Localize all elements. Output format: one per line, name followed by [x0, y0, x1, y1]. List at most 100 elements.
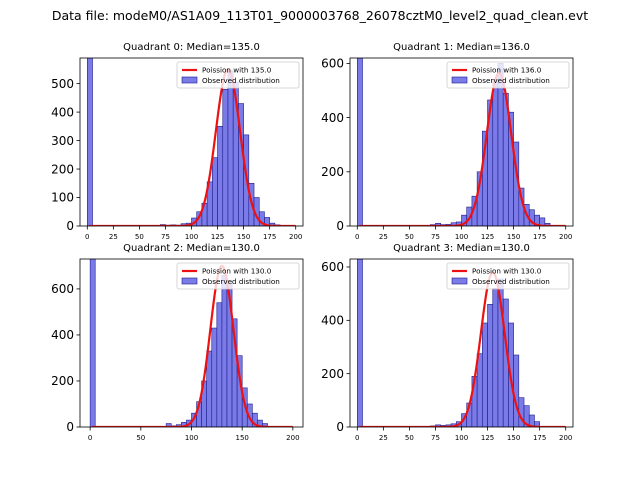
legend-box [446, 262, 570, 290]
histogram-bar [216, 302, 223, 427]
x-tick-label: 75 [431, 434, 440, 442]
histogram-bar [86, 58, 93, 226]
legend-bar-swatch [451, 76, 468, 84]
x-tick-label: 175 [533, 233, 546, 241]
x-tick-label: 100 [455, 434, 468, 442]
x-tick-label: 100 [455, 233, 468, 241]
x-tick-label: 175 [533, 434, 546, 442]
y-tick-label: 200 [321, 367, 344, 381]
histogram-bar [476, 353, 483, 427]
y-tick-label: 300 [51, 134, 74, 148]
x-tick-label: 200 [559, 434, 572, 442]
histogram-bar [544, 222, 551, 226]
histogram-bar [492, 288, 499, 427]
y-tick-label: 400 [321, 314, 344, 328]
y-tick-label: 400 [51, 105, 74, 119]
x-tick-label: 25 [379, 233, 388, 241]
legend-label-observed: Observed distribution [472, 76, 550, 85]
legend-label-fit: Poission with 130.0 [202, 267, 272, 276]
x-tick-label: 50 [405, 434, 414, 442]
chart-plot-area [356, 259, 566, 427]
histogram-bar [221, 274, 228, 427]
histogram-bar [89, 259, 96, 427]
chart-plot-area [356, 58, 566, 226]
x-tick-label: 150 [507, 434, 520, 442]
poisson-fit-line [359, 271, 566, 427]
y-tick-label: 100 [51, 191, 74, 205]
histogram-bar [487, 304, 494, 427]
x-tick-label: 0 [85, 233, 89, 241]
histogram-bar [222, 89, 229, 226]
histogram-bar [356, 259, 363, 427]
x-tick-label: 200 [289, 233, 302, 241]
x-tick-label: 0 [88, 434, 92, 442]
x-tick-label: 150 [507, 233, 520, 241]
legend-bar-swatch [181, 277, 198, 285]
x-tick-label: 200 [559, 233, 572, 241]
chart-plot-area [89, 259, 293, 427]
chart-plot-area [86, 58, 296, 226]
x-tick-label: 0 [355, 233, 359, 241]
x-tick-label: 75 [161, 233, 170, 241]
chart-title: Quadrant 0: Median=135.0 [123, 42, 260, 53]
x-tick-label: 125 [481, 233, 494, 241]
histogram-bar [356, 58, 363, 226]
chart-title: Quadrant 1: Median=136.0 [393, 42, 530, 53]
chart-panel-2: 0 200 400 600 0 50 100 150 200 Quadrant 2: Median… [51, 243, 304, 442]
x-tick-label: 100 [185, 434, 198, 442]
legend-box [446, 61, 570, 89]
chart-title: Quadrant 2: Median=130.0 [123, 243, 260, 254]
x-tick-label: 25 [379, 434, 388, 442]
y-tick-label: 0 [336, 219, 344, 233]
histogram-bar [211, 327, 218, 427]
y-tick-label: 600 [321, 260, 344, 274]
legend-bar-swatch [181, 76, 198, 84]
x-tick-label: 25 [109, 233, 118, 241]
y-tick-label: 400 [51, 328, 74, 342]
y-tick-label: 200 [51, 374, 74, 388]
x-tick-label: 125 [211, 233, 224, 241]
legend-bar-swatch [451, 277, 468, 285]
y-tick-label: 0 [66, 420, 74, 434]
poisson-fit-line [92, 264, 293, 427]
histogram-bar [513, 354, 520, 427]
y-tick-label: 0 [336, 420, 344, 434]
y-tick-label: 600 [51, 282, 74, 296]
y-tick-label: 200 [51, 162, 74, 176]
x-tick-label: 200 [286, 434, 299, 442]
legend-box [176, 262, 300, 290]
histogram-bar [217, 126, 224, 226]
x-tick-label: 100 [185, 233, 198, 241]
x-tick-label: 150 [237, 233, 250, 241]
chart-panel-0: 0 100 200 300 400 500 0 25 50 75 100 125 150 175 200 Qu… [51, 42, 304, 241]
legend-label-observed: Observed distribution [202, 76, 280, 85]
histogram-bar [482, 322, 488, 427]
figure-suptitle: Data file: modeM0/AS1A09_113T01_90000037… [52, 8, 588, 23]
x-tick-label: 50 [135, 233, 144, 241]
legend-label-observed: Observed distribution [472, 277, 550, 286]
legend-label-fit: Poission with 136.0 [472, 66, 542, 75]
x-tick-label: 150 [235, 434, 248, 442]
histogram-bar [528, 414, 535, 427]
x-tick-label: 50 [136, 434, 145, 442]
legend-box [176, 61, 300, 89]
x-tick-label: 50 [405, 233, 414, 241]
chart-panel-1: 0 200 400 600 0 25 50 75 100 125 150 175 200 Quadrant… [321, 42, 574, 241]
x-tick-label: 125 [481, 434, 494, 442]
histogram-bar [227, 70, 234, 226]
x-tick-label: 0 [355, 434, 359, 442]
y-tick-label: 500 [51, 77, 74, 91]
legend-label-fit: Poission with 130.0 [472, 267, 542, 276]
histogram-bar [492, 79, 499, 226]
chart-title: Quadrant 3: Median=130.0 [393, 243, 530, 254]
chart-panel-3: 0 200 400 600 0 25 50 75 100 125 150 175 200 Quadrant… [321, 243, 574, 442]
y-tick-label: 0 [66, 219, 74, 233]
histogram-bar [539, 217, 546, 226]
histogram-bar [212, 157, 218, 226]
